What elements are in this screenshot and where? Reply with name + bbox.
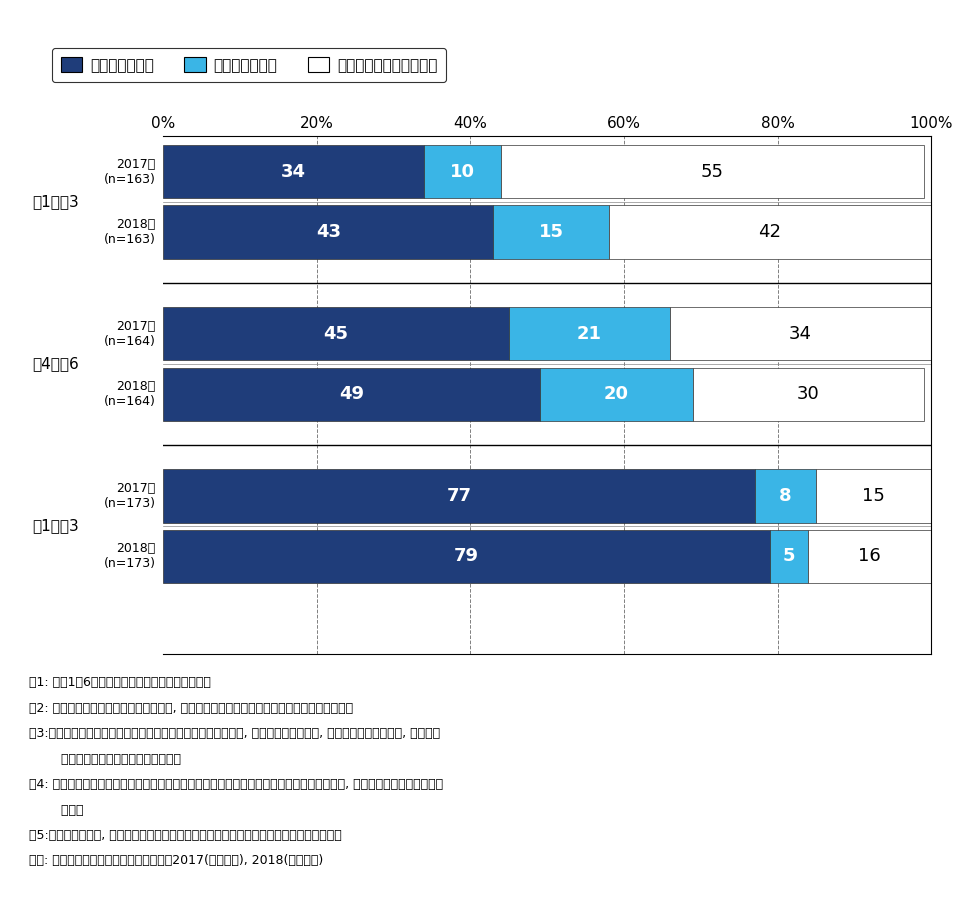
- Text: 77: 77: [446, 487, 471, 505]
- Text: 55: 55: [701, 163, 724, 181]
- Text: 43: 43: [316, 222, 341, 241]
- Bar: [163, 205, 493, 259]
- Text: 注1: 関東1都6県在住の小中学生の保護者が回答。: 注1: 関東1都6県在住の小中学生の保護者が回答。: [29, 676, 210, 689]
- Text: 15: 15: [862, 487, 885, 505]
- Text: 2018年
(n=164): 2018年 (n=164): [104, 380, 156, 408]
- Bar: [808, 529, 931, 583]
- Bar: [163, 529, 770, 583]
- Text: なしのスマートフォンを含み集計。: なしのスマートフォンを含み集計。: [29, 753, 180, 765]
- Bar: [424, 145, 501, 198]
- Text: 注5:「ケータイ」は, スマートフォン以外のフィーチャーフォンやキッズケータイをさす。: 注5:「ケータイ」は, スマートフォン以外のフィーチャーフォンやキッズケータイを…: [29, 829, 342, 842]
- Text: 小4～小6: 小4～小6: [33, 357, 79, 371]
- Text: 10: 10: [450, 163, 475, 181]
- Text: 8: 8: [779, 487, 792, 505]
- Bar: [540, 368, 693, 420]
- Bar: [609, 205, 931, 259]
- Text: 2017年
(n=173): 2017年 (n=173): [104, 482, 156, 510]
- Text: 49: 49: [339, 385, 364, 403]
- Text: 15: 15: [539, 222, 564, 241]
- Text: 集計。: 集計。: [29, 804, 84, 816]
- Text: 79: 79: [454, 548, 479, 566]
- Legend: スマートフォン, 従来のケータイ, スマホ・ケータイ未所有: スマートフォン, 従来のケータイ, スマホ・ケータイ未所有: [52, 48, 446, 82]
- Bar: [163, 145, 424, 198]
- Text: 2017年
(n=163): 2017年 (n=163): [104, 158, 156, 185]
- Text: 2017年
(n=164): 2017年 (n=164): [104, 320, 156, 348]
- Bar: [163, 469, 755, 523]
- Text: 小1～小3: 小1～小3: [33, 194, 79, 209]
- Text: 16: 16: [858, 548, 881, 566]
- Text: 34: 34: [281, 163, 306, 181]
- Bar: [509, 307, 670, 360]
- Text: 出所: 子どものケータイ利用に関する調査2017(訪問面接), 2018(訪問留置): 出所: 子どものケータイ利用に関する調査2017(訪問面接), 2018(訪問留…: [29, 854, 324, 867]
- Bar: [163, 368, 540, 420]
- Bar: [755, 469, 816, 523]
- Text: 5: 5: [782, 548, 796, 566]
- Text: 注2: 家族などで共有しているものを含め, 子どもが利用している機器の有無を保護者が回答。: 注2: 家族などで共有しているものを含め, 子どもが利用している機器の有無を保護…: [29, 702, 353, 715]
- Bar: [816, 469, 931, 523]
- Bar: [693, 368, 924, 420]
- Text: 42: 42: [758, 222, 781, 241]
- Text: 45: 45: [324, 325, 348, 343]
- Bar: [670, 307, 931, 360]
- Text: 注4: スマートフォンとキッズケータイ・フィーチャーフォンをどちらも利用している場合は, スマートフォン利用として: 注4: スマートフォンとキッズケータイ・フィーチャーフォンをどちらも利用している…: [29, 778, 443, 791]
- Text: 30: 30: [797, 385, 820, 403]
- Text: 2018年
(n=173): 2018年 (n=173): [104, 542, 156, 570]
- Text: 注3:「スマートフォン」は回線契約をしているスマートフォン, いわゆる格安スマホ, キッズスマートフォン, 回線契約: 注3:「スマートフォン」は回線契約をしているスマートフォン, いわゆる格安スマホ…: [29, 727, 440, 740]
- Text: 20: 20: [604, 385, 629, 403]
- Text: 21: 21: [577, 325, 602, 343]
- Text: 2018年
(n=163): 2018年 (n=163): [104, 218, 156, 246]
- Text: 34: 34: [789, 325, 812, 343]
- Bar: [493, 205, 609, 259]
- Text: 中1～中3: 中1～中3: [33, 518, 79, 534]
- Bar: [501, 145, 924, 198]
- Bar: [770, 529, 808, 583]
- Bar: [163, 307, 509, 360]
